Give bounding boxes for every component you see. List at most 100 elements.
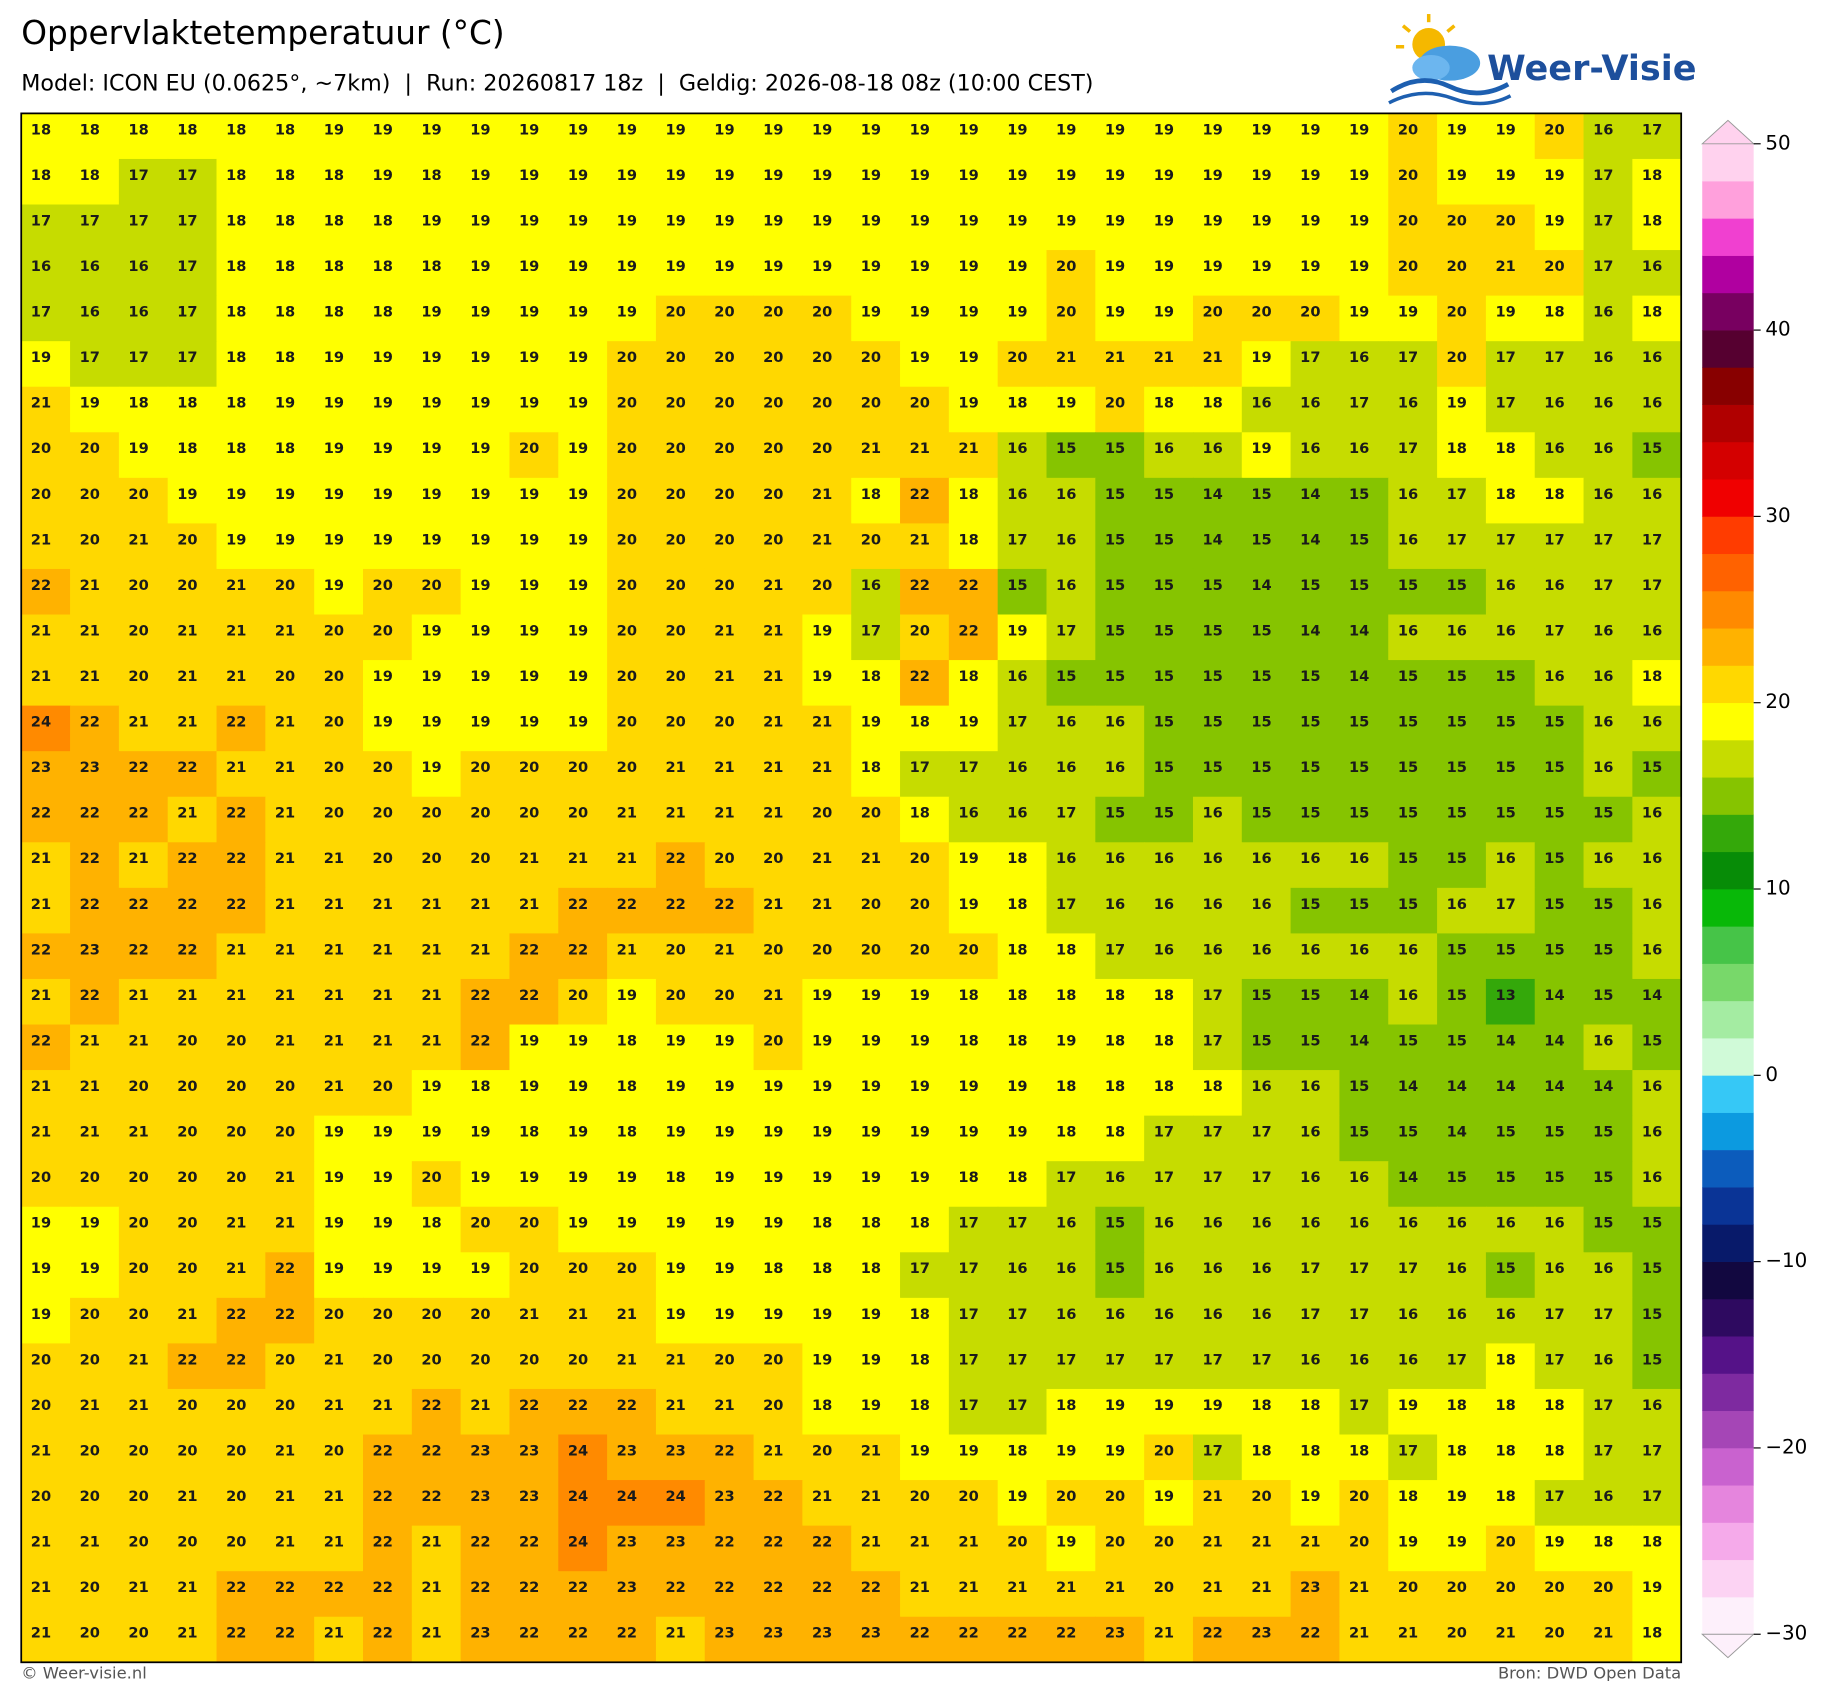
temperature-label: 18 bbox=[1007, 987, 1027, 1004]
temperature-label: 20 bbox=[80, 486, 100, 503]
temperature-label: 19 bbox=[763, 121, 783, 138]
temperature-cell bbox=[460, 295, 511, 342]
temperature-cell bbox=[704, 1115, 755, 1162]
temperature-label: 15 bbox=[1300, 577, 1320, 594]
temperature-label: 16 bbox=[1642, 1397, 1662, 1414]
temperature-cell bbox=[411, 1206, 462, 1253]
temperature-cell bbox=[118, 477, 169, 524]
temperature-label: 19 bbox=[226, 531, 246, 548]
temperature-cell bbox=[314, 386, 364, 433]
temperature-cell bbox=[802, 705, 852, 752]
temperature-cell bbox=[314, 1115, 364, 1162]
temperature-label: 18 bbox=[861, 1215, 881, 1232]
temperature-cell bbox=[167, 796, 218, 843]
temperature-cell bbox=[753, 523, 803, 570]
temperature-cell bbox=[362, 1525, 413, 1572]
temperature-cell bbox=[655, 933, 706, 980]
temperature-cell bbox=[607, 887, 657, 934]
temperature-cell bbox=[411, 1388, 462, 1436]
temperature-cell bbox=[1241, 842, 1292, 889]
temperature-cell bbox=[997, 523, 1048, 570]
colorbar-band bbox=[1702, 441, 1754, 480]
temperature-cell bbox=[900, 386, 950, 433]
temperature-label: 16 bbox=[1105, 850, 1125, 867]
temperature-cell bbox=[1437, 250, 1487, 297]
temperature-label: 20 bbox=[763, 395, 783, 412]
temperature-label: 19 bbox=[812, 1078, 832, 1095]
temperature-cell bbox=[997, 568, 1048, 616]
temperature-label: 21 bbox=[665, 759, 685, 776]
temperature-label: 19 bbox=[519, 668, 539, 685]
temperature-label: 15 bbox=[1105, 622, 1125, 639]
colorbar-band bbox=[1702, 702, 1754, 741]
temperature-cell bbox=[607, 295, 657, 342]
temperature-cell bbox=[1437, 523, 1487, 570]
temperature-label: 22 bbox=[812, 1534, 832, 1551]
temperature-label: 19 bbox=[1349, 258, 1369, 275]
temperature-label: 20 bbox=[1398, 121, 1418, 138]
temperature-cell bbox=[362, 1297, 413, 1344]
temperature-label: 17 bbox=[80, 349, 100, 366]
temperature-cell bbox=[167, 341, 218, 388]
temperature-cell bbox=[1534, 477, 1585, 524]
temperature-label: 19 bbox=[1447, 395, 1467, 412]
temperature-label: 20 bbox=[1007, 1534, 1027, 1551]
temperature-label: 18 bbox=[1056, 1124, 1076, 1141]
temperature-label: 18 bbox=[617, 1078, 637, 1095]
temperature-cell bbox=[1144, 1024, 1194, 1071]
temperature-cell bbox=[1339, 432, 1389, 479]
temperature-label: 18 bbox=[373, 258, 393, 275]
temperature-cell bbox=[900, 1070, 950, 1117]
temperature-label: 18 bbox=[1398, 1488, 1418, 1505]
temperature-label: 16 bbox=[1349, 1169, 1369, 1186]
temperature-label: 15 bbox=[1447, 1169, 1467, 1186]
temperature-label: 21 bbox=[324, 896, 344, 913]
temperature-label: 15 bbox=[1105, 1215, 1125, 1232]
temperature-cell bbox=[1144, 432, 1194, 479]
temperature-cell bbox=[509, 887, 559, 934]
temperature-label: 19 bbox=[861, 167, 881, 184]
temperature-cell bbox=[216, 796, 266, 843]
temperature-cell bbox=[70, 1343, 120, 1390]
temperature-label: 21 bbox=[812, 850, 832, 867]
temperature-label: 16 bbox=[1105, 1169, 1125, 1186]
temperature-label: 21 bbox=[128, 850, 148, 867]
temperature-cell bbox=[1583, 705, 1633, 752]
temperature-label: 19 bbox=[958, 1442, 978, 1459]
temperature-cell bbox=[265, 523, 315, 570]
temperature-label: 19 bbox=[31, 1215, 51, 1232]
temperature-label: 21 bbox=[128, 987, 148, 1004]
temperature-cell bbox=[1437, 1297, 1487, 1344]
temperature-label: 20 bbox=[31, 1397, 51, 1414]
temperature-cell bbox=[21, 1388, 71, 1436]
temperature-cell bbox=[948, 705, 999, 752]
temperature-label: 15 bbox=[1447, 759, 1467, 776]
colorbar-band bbox=[1702, 1112, 1754, 1151]
temperature-label: 15 bbox=[1300, 668, 1320, 685]
temperature-label: 19 bbox=[519, 167, 539, 184]
temperature-cell bbox=[1485, 432, 1536, 479]
temperature-label: 17 bbox=[1593, 1397, 1613, 1414]
temperature-cell bbox=[1485, 796, 1536, 843]
temperature-label: 14 bbox=[1203, 531, 1223, 548]
temperature-label: 15 bbox=[1398, 577, 1418, 594]
temperature-cell bbox=[753, 341, 803, 388]
temperature-cell bbox=[1388, 933, 1438, 980]
temperature-cell bbox=[1095, 204, 1145, 251]
temperature-label: 20 bbox=[568, 1260, 588, 1277]
temperature-cell bbox=[851, 887, 901, 934]
temperature-cell bbox=[21, 204, 71, 251]
temperature-label: 21 bbox=[177, 668, 197, 685]
temperature-cell bbox=[1437, 1252, 1487, 1299]
temperature-cell bbox=[1046, 113, 1096, 160]
temperature-label: 16 bbox=[1203, 805, 1223, 822]
temperature-cell bbox=[753, 1024, 803, 1071]
temperature-label: 20 bbox=[128, 577, 148, 594]
temperature-cell bbox=[1192, 477, 1243, 524]
temperature-label: 19 bbox=[910, 167, 930, 184]
temperature-cell bbox=[1095, 1297, 1145, 1344]
temperature-cell bbox=[1046, 432, 1096, 479]
temperature-cell bbox=[265, 113, 315, 160]
temperature-label: 15 bbox=[1105, 577, 1125, 594]
temperature-cell bbox=[851, 1024, 901, 1071]
